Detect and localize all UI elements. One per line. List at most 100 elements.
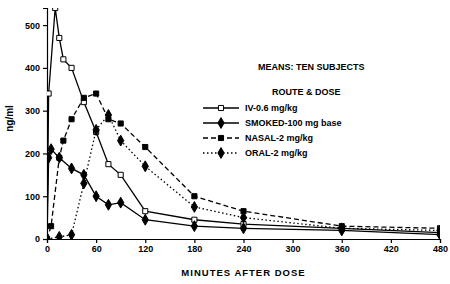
- tick-label: 300: [25, 106, 40, 116]
- tick-mark: [440, 239, 441, 243]
- marker: [339, 223, 345, 234]
- marker: [94, 91, 99, 96]
- marker: [48, 144, 54, 155]
- tick: 180: [187, 239, 202, 254]
- legend-title: MEANS: TEN SUBJECTS: [258, 62, 365, 72]
- tick-mark: [293, 239, 294, 243]
- tick: 480: [433, 239, 448, 254]
- tick-label: 400: [25, 63, 40, 73]
- tick-label: 500: [25, 20, 40, 30]
- marker: [47, 234, 50, 239]
- tick-mark: [243, 239, 244, 243]
- marker: [240, 223, 246, 234]
- marker: [118, 197, 124, 208]
- tick-label: 300: [286, 244, 301, 254]
- chart: 0 60 120 180 240 300 360 420 480 0 100 200 300 400 500…: [0, 0, 450, 284]
- marker: [49, 224, 54, 229]
- marker: [68, 163, 74, 174]
- tick: 420: [384, 239, 399, 254]
- legend-label: NASAL-2 mg/kg: [245, 133, 313, 143]
- axis-line: [48, 240, 441, 244]
- legend-label: IV-0.6 mg/kg: [245, 103, 298, 113]
- legend-marker: [218, 118, 224, 129]
- marker: [68, 229, 74, 239]
- series-line: [47, 115, 440, 239]
- legend-marker: [218, 148, 224, 159]
- marker: [240, 212, 246, 223]
- marker: [53, 8, 58, 11]
- tick: 360: [335, 239, 350, 254]
- series-line: [47, 94, 440, 239]
- tick: 400: [25, 63, 47, 73]
- marker: [105, 110, 111, 121]
- marker: [69, 117, 74, 122]
- marker: [105, 199, 111, 210]
- tick-label: 0: [35, 234, 40, 244]
- y-axis-title: ng/ml: [4, 105, 15, 132]
- marker: [106, 162, 111, 167]
- axis-line: [43, 9, 48, 240]
- marker: [118, 135, 124, 146]
- marker: [56, 231, 62, 239]
- marker: [56, 152, 62, 163]
- tick: 60: [92, 239, 102, 254]
- tick-mark: [145, 239, 146, 243]
- tick-mark: [96, 239, 97, 243]
- tick-label: 360: [335, 244, 350, 254]
- y-axis: 0 100 200 300 400 500: [25, 9, 48, 245]
- marker: [93, 124, 99, 135]
- tick-mark: [43, 239, 47, 240]
- data-area: [47, 8, 440, 239]
- tick-mark: [391, 239, 392, 243]
- marker: [57, 155, 62, 160]
- marker: [143, 209, 148, 214]
- marker: [142, 214, 148, 225]
- tick-label: 240: [236, 244, 251, 254]
- tick-label: 0: [45, 244, 50, 254]
- marker: [143, 144, 148, 149]
- tick: 200: [25, 149, 47, 159]
- tick-label: 100: [25, 192, 40, 202]
- marker: [191, 201, 197, 212]
- marker: [437, 225, 440, 236]
- tick: 120: [138, 239, 153, 254]
- tick-label: 420: [384, 244, 399, 254]
- marker: [47, 91, 51, 96]
- marker: [118, 172, 123, 177]
- marker: [61, 57, 66, 62]
- series-line: [47, 149, 440, 239]
- tick-label: 120: [138, 244, 153, 254]
- tick: 0: [45, 239, 50, 254]
- marker: [93, 191, 99, 202]
- marker: [61, 138, 66, 143]
- legend-marker: [218, 105, 223, 110]
- tick: 100: [25, 192, 47, 202]
- legend-title: ROUTE & DOSE: [272, 87, 341, 97]
- marker: [142, 161, 148, 172]
- x-axis-title: MINUTES AFTER DOSE: [181, 267, 305, 278]
- tick-mark: [43, 196, 47, 197]
- tick: 500: [25, 20, 47, 30]
- marker: [69, 65, 74, 70]
- marker: [81, 95, 86, 100]
- tick: 0: [35, 234, 47, 244]
- marker: [192, 194, 197, 199]
- tick-mark: [194, 239, 195, 243]
- tick-label: 200: [25, 149, 40, 159]
- tick-mark: [43, 111, 47, 112]
- marker: [81, 178, 87, 189]
- marker: [57, 35, 62, 40]
- x-axis: 0 60 120 180 240 300 360 420 480: [45, 239, 448, 254]
- tick: 240: [236, 239, 251, 254]
- marker: [118, 121, 123, 126]
- tick-mark: [342, 239, 343, 243]
- tick-label: 60: [92, 244, 102, 254]
- tick: 300: [286, 239, 301, 254]
- tick-label: 480: [433, 244, 448, 254]
- tick-label: 180: [187, 244, 202, 254]
- tick: 300: [25, 106, 47, 116]
- tick-mark: [43, 153, 47, 154]
- tick-mark: [43, 68, 47, 69]
- marker: [191, 221, 197, 232]
- plot: 0 60 120 180 240 300 360 420 480 0 100 200 300 400 500: [25, 5, 448, 254]
